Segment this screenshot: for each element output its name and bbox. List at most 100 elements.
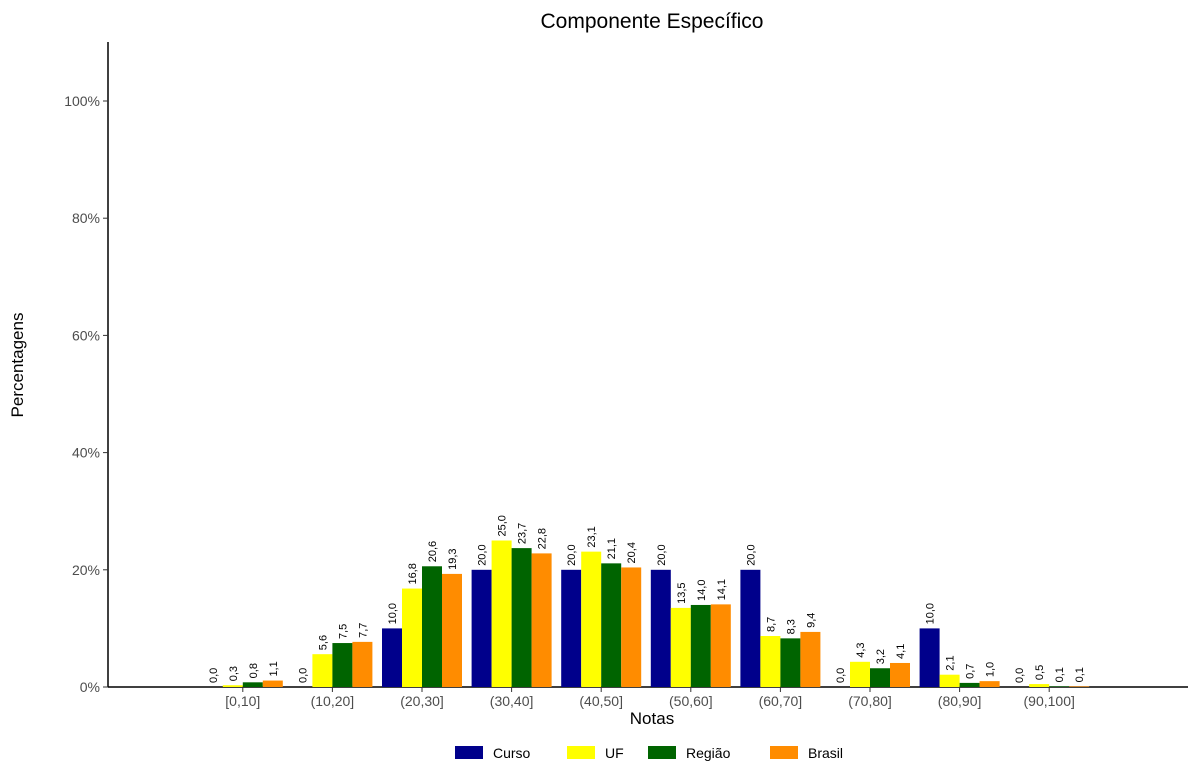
data-label: 0,5 xyxy=(1034,665,1046,680)
bar-regi-o xyxy=(959,682,980,687)
x-axis-title: Notas xyxy=(630,709,674,728)
data-label: 23,7 xyxy=(517,523,529,544)
x-tick-label: (70,80] xyxy=(848,693,892,709)
data-label: 0,1 xyxy=(1054,667,1066,682)
legend-label: Região xyxy=(686,745,731,761)
bar-uf xyxy=(491,540,512,687)
bar-uf xyxy=(312,654,333,687)
bar-uf xyxy=(222,685,243,687)
bar-regi-o xyxy=(332,643,353,687)
bar-uf xyxy=(760,636,781,687)
data-label: 20,0 xyxy=(656,544,668,565)
chart-title: Componente Específico xyxy=(541,10,764,33)
bar-uf xyxy=(402,588,422,687)
bar-brasil xyxy=(442,573,462,687)
data-label: 8,3 xyxy=(785,619,797,634)
data-label: 0,0 xyxy=(835,668,847,683)
data-label: 19,3 xyxy=(447,548,459,569)
bar-curso xyxy=(650,569,671,687)
data-label: 16,8 xyxy=(407,563,419,584)
bar-curso xyxy=(561,569,582,687)
bar-regi-o xyxy=(422,566,442,687)
y-tick-label: 60% xyxy=(72,327,100,343)
data-label: 0,0 xyxy=(297,668,309,683)
data-label: 20,4 xyxy=(626,542,638,563)
data-label: 10,0 xyxy=(387,603,399,624)
bar-brasil xyxy=(890,662,910,687)
bar-regi-o xyxy=(780,638,801,687)
data-label: 13,5 xyxy=(676,582,688,603)
data-label: 3,2 xyxy=(875,649,887,664)
legend-swatch xyxy=(770,746,798,759)
legend-swatch xyxy=(455,746,483,759)
bar-regi-o xyxy=(242,682,263,687)
data-label: 4,1 xyxy=(895,644,907,659)
data-label: 4,3 xyxy=(855,643,867,658)
bar-regi-o xyxy=(601,563,622,687)
bar-brasil xyxy=(531,553,552,687)
bar-curso xyxy=(919,628,940,687)
data-label: 9,4 xyxy=(805,613,817,628)
bar-uf xyxy=(850,661,870,687)
data-label: 0,7 xyxy=(965,664,977,679)
data-label: 2,1 xyxy=(945,655,957,670)
legend-swatch xyxy=(567,746,595,759)
x-tick-label: (40,50] xyxy=(579,693,623,709)
data-label: 1,1 xyxy=(268,661,280,676)
bar-uf xyxy=(939,674,960,687)
bar-curso xyxy=(382,628,402,687)
bar-regi-o xyxy=(690,604,711,687)
plot-area: 0% 20% 40% 60% 80% 100% [0,10] 0,0 0,3 0,8 1,1 (10,… xyxy=(64,42,1188,709)
legend-swatch xyxy=(648,746,676,759)
bar-regi-o xyxy=(511,548,532,687)
data-label: 20,6 xyxy=(427,541,439,562)
bar-regi-o xyxy=(1049,686,1070,687)
bar-uf xyxy=(1029,684,1050,687)
x-tick-label: (60,70] xyxy=(759,693,803,709)
data-label: 14,0 xyxy=(696,580,708,601)
bar-brasil xyxy=(621,567,642,687)
bar-uf xyxy=(581,551,602,687)
bar-curso xyxy=(740,569,761,687)
data-label: 25,0 xyxy=(497,515,509,536)
data-label: 5,6 xyxy=(317,635,329,650)
data-label: 8,7 xyxy=(765,617,777,632)
data-label: 0,8 xyxy=(248,663,260,678)
legend: Curso UF Região Brasil xyxy=(455,745,843,761)
data-label: 22,8 xyxy=(537,528,549,549)
data-label: 1,0 xyxy=(985,662,997,677)
data-label: 20,0 xyxy=(477,544,489,565)
x-tick-label: (50,60] xyxy=(669,693,713,709)
bar-curso xyxy=(471,569,492,687)
x-tick-label: (20,30] xyxy=(400,693,444,709)
bar-brasil xyxy=(352,641,373,687)
data-label: 20,0 xyxy=(566,544,578,565)
bar-brasil xyxy=(262,680,283,687)
data-label: 20,0 xyxy=(745,544,757,565)
data-label: 14,1 xyxy=(716,579,728,600)
data-label: 0,1 xyxy=(1074,667,1086,682)
y-tick-label: 20% xyxy=(72,562,100,578)
data-label: 21,1 xyxy=(606,538,618,559)
bar-regi-o xyxy=(870,668,890,687)
bar-brasil xyxy=(979,681,1000,687)
x-tick-label: [0,10] xyxy=(225,693,260,709)
y-tick-label: 80% xyxy=(72,210,100,226)
data-label: 10,0 xyxy=(925,603,937,624)
bar-brasil xyxy=(1069,686,1090,687)
x-tick-label: (30,40] xyxy=(490,693,534,709)
data-label: 0,0 xyxy=(1014,668,1026,683)
data-label: 0,3 xyxy=(228,666,240,681)
bar-brasil xyxy=(800,631,821,687)
bar-brasil xyxy=(710,604,731,687)
y-axis-title: Percentagens xyxy=(8,313,27,418)
y-tick-label: 40% xyxy=(72,445,100,461)
legend-label: Curso xyxy=(493,745,531,761)
x-tick-label: (10,20] xyxy=(311,693,355,709)
data-label: 7,7 xyxy=(357,623,369,638)
y-tick-label: 0% xyxy=(80,679,100,695)
legend-label: UF xyxy=(605,745,624,761)
y-tick-label: 100% xyxy=(64,93,100,109)
data-label: 0,0 xyxy=(208,668,220,683)
